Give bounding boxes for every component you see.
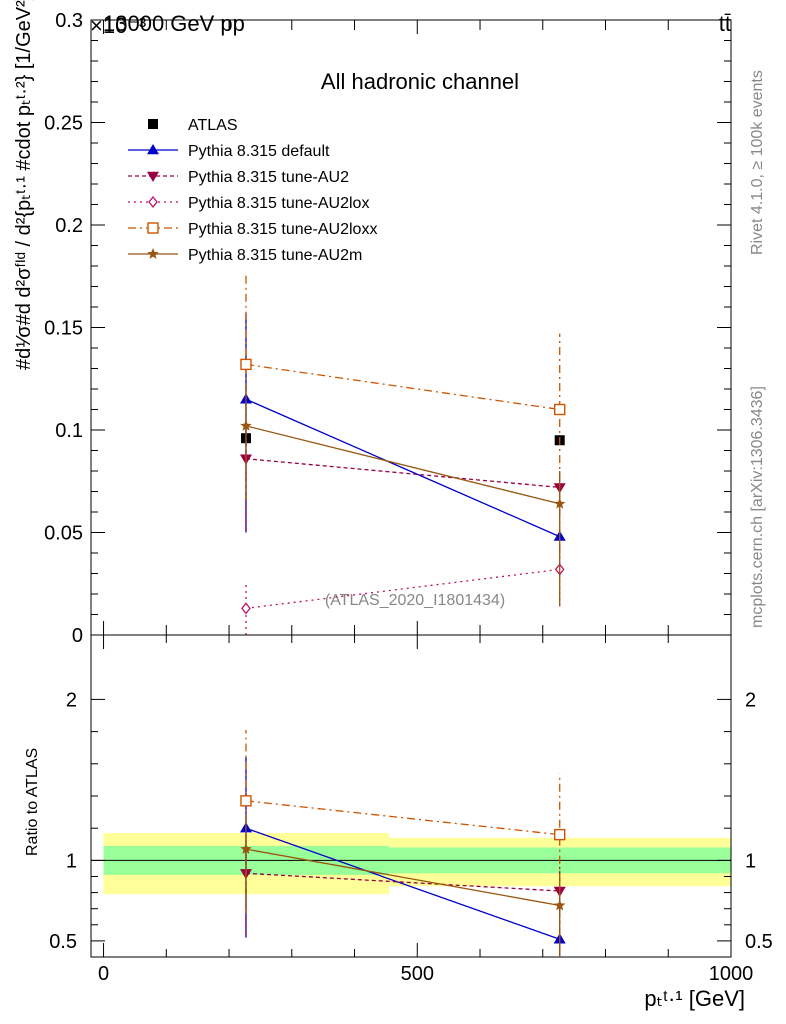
- legend-label: Pythia 8.315 tune-AU2loxx: [188, 221, 377, 238]
- main-ytick-label: 0.1: [55, 420, 83, 442]
- main-ytick-label: 0: [72, 625, 83, 647]
- legend-entry-1: Pythia 8.315 default: [128, 143, 330, 160]
- legend-label: Pythia 8.315 default: [188, 143, 330, 160]
- main-series-2: [241, 538, 565, 635]
- main-ytick-label: 0.25: [44, 113, 83, 135]
- main-frame: [90, 19, 732, 636]
- main-point: [241, 602, 251, 615]
- ratio-ytick-label-right: 2: [745, 689, 756, 711]
- main-series-group: [239, 274, 566, 635]
- main-series-1: [239, 417, 566, 531]
- legend-entry-3: Pythia 8.315 tune-AU2lox: [128, 195, 369, 212]
- main-series-line: [245, 398, 560, 538]
- ratio-frame: [90, 634, 732, 958]
- main-series-3: [240, 274, 566, 553]
- xtick-label: 500: [401, 963, 434, 985]
- main-point: [554, 497, 566, 509]
- ratio-ylabel: Ratio to ATLAS: [24, 748, 41, 856]
- main-series-0: [239, 313, 566, 541]
- legend-marker: [147, 171, 159, 182]
- legend-entry-0: ATLAS: [148, 117, 238, 134]
- ratio-point: [556, 962, 564, 972]
- header-exponent-label: ×10⁻³: [90, 13, 146, 38]
- main-series-4: [240, 384, 566, 607]
- header-energy-label: 13000 GeV pp: [103, 11, 245, 36]
- ratio-point: [240, 795, 252, 807]
- legend: ATLAS Pythia 8.315 default Pythia 8.315 tu…: [128, 117, 377, 264]
- main-ytick-label: 0.3: [55, 10, 83, 32]
- legend-marker: [148, 195, 158, 209]
- right-top-label: Rivet 4.1.0, ≥ 100k events: [749, 70, 766, 255]
- legend-marker: [147, 144, 159, 155]
- main-point: [554, 403, 566, 416]
- main-series-line: [245, 458, 560, 489]
- legend-entry-2: Pythia 8.315 tune-AU2: [128, 169, 349, 186]
- ratio-ytick-label-right: 0.5: [745, 931, 773, 953]
- main-title: All hadronic channel: [321, 69, 519, 94]
- ratio-ytick-label: 1: [66, 850, 77, 872]
- main-ylabel: #d¹⁄σ#d d²σᶠᴵᵈ / d²{pₜᵗ·¹ #cdot pₜᵗ·²} […: [13, 0, 35, 370]
- legend-marker: [147, 222, 159, 234]
- ratio-ytick-label-right: 1: [745, 850, 756, 872]
- main-ytick-label: 0.15: [44, 318, 83, 340]
- ratio-point: [242, 994, 250, 1004]
- ratio-ytick-label: 2: [66, 689, 77, 711]
- ratio-panel: 0.5 0.5 1 1 2 2 0 500 1000 Ratio to ATLAS pₜᵗ·¹…: [24, 634, 773, 1011]
- ratio-series-line: [245, 848, 560, 907]
- legend-entry-5: Pythia 8.315 tune-AU2m: [128, 247, 362, 264]
- x-axis: 0 500 1000: [98, 635, 753, 985]
- main-y-axis: 0 0.05 0.1 0.15 0.2 0.25 0.3: [44, 10, 732, 647]
- ratio-series-line: [245, 800, 560, 836]
- main-series-line: [245, 363, 560, 411]
- main-ytick-label: 0.05: [44, 523, 83, 545]
- main-point: [240, 419, 252, 431]
- ratio-point: [240, 843, 252, 854]
- main-series-line: [245, 425, 560, 505]
- ratio-series-line: [245, 827, 560, 940]
- ratio-series-4: [240, 813, 566, 957]
- legend-marker: [148, 119, 158, 129]
- watermark: (ATLAS_2020_I1801434): [325, 592, 505, 609]
- right-bottom-label: mcplots.cern.ch [arXiv:1306.3436]: [749, 386, 766, 628]
- main-panel: 0 0.05 0.1 0.15 0.2 0.25 0.3 All hadronic chan…: [13, 0, 732, 647]
- legend-entry-4: Pythia 8.315 tune-AU2loxx: [128, 221, 377, 238]
- xtick-label: 1000: [709, 963, 754, 985]
- ratio-bands: [91, 833, 731, 895]
- legend-label: Pythia 8.315 tune-AU2m: [188, 247, 362, 264]
- ratio-ytick-label: 0.5: [49, 931, 77, 953]
- legend-label: Pythia 8.315 tune-AU2: [188, 169, 349, 186]
- ratio-series-line: [245, 872, 560, 892]
- ratio-y-axis: 0.5 0.5 1 1 2 2: [49, 689, 773, 953]
- main-ytick-label: 0.2: [55, 215, 83, 237]
- main-point: [240, 358, 252, 371]
- header-process-label: tt̄: [719, 11, 731, 36]
- xtick-label: 0: [98, 963, 109, 985]
- legend-label: ATLAS: [188, 117, 238, 134]
- ratio-point: [554, 828, 566, 841]
- ratio-point: [554, 899, 566, 911]
- main-data-series: [240, 433, 565, 446]
- x-axis-label: pₜᵗ·¹ [GeV]: [644, 986, 745, 1011]
- legend-marker: [147, 248, 159, 259]
- ratio-series-group: [239, 729, 566, 1004]
- legend-label: Pythia 8.315 tune-AU2lox: [188, 195, 369, 212]
